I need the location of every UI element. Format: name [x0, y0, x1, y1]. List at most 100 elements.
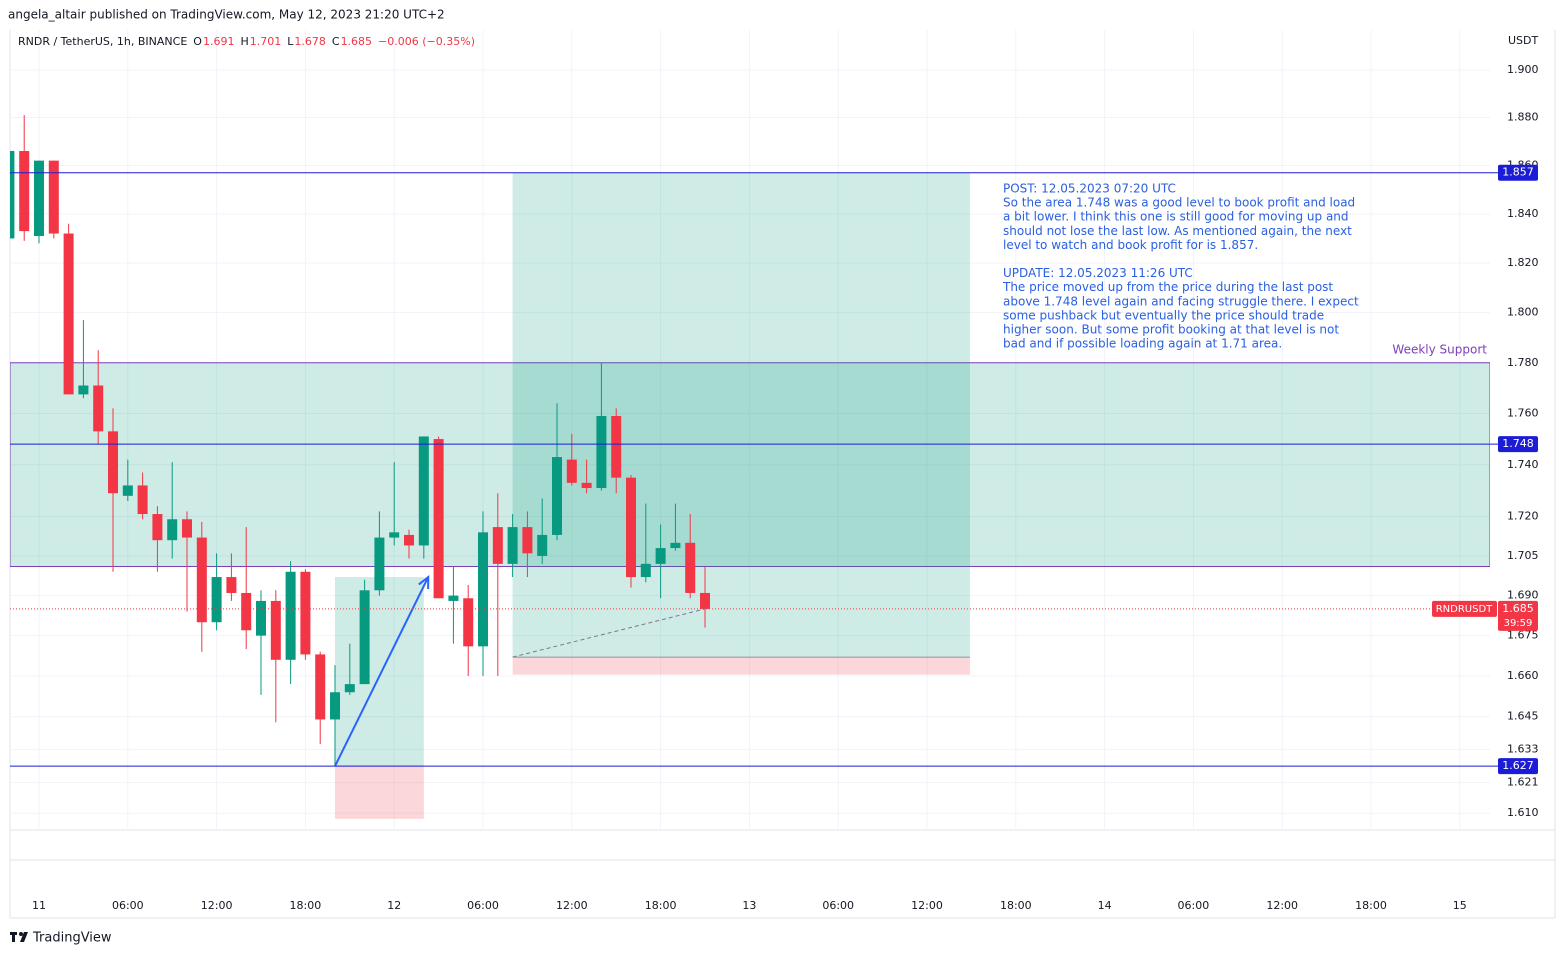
x-tick-label: 12:00 [201, 899, 233, 912]
x-tick-label: 18:00 [1000, 899, 1032, 912]
candle-body [522, 527, 533, 554]
note-line: POST: 12.05.2023 07:20 UTC [1003, 182, 1176, 196]
note-line: some pushback but eventually the price s… [1003, 308, 1324, 322]
x-tick-label: 18:00 [1355, 899, 1387, 912]
plot [10, 115, 1490, 819]
note-line: a bit lower. I think this one is still g… [1003, 210, 1349, 224]
candle-body [463, 598, 474, 647]
loss-zone [512, 657, 970, 675]
x-tick-label: 06:00 [1178, 899, 1210, 912]
legend-key: O [193, 35, 202, 48]
candle-body [78, 385, 89, 395]
candle-body [48, 160, 59, 234]
legend-value: 1.678 [294, 35, 326, 48]
candle-body [359, 590, 370, 685]
note-line: level to watch and book profit for is 1.… [1003, 238, 1258, 252]
candle-body [10, 151, 15, 239]
y-tick-label: 1.610 [1507, 806, 1539, 819]
price-box [1498, 600, 1538, 631]
candle-body [374, 537, 385, 591]
candle-body [670, 542, 681, 549]
profit-zone [512, 172, 970, 658]
candle-body [330, 692, 341, 720]
candle-body [167, 519, 178, 541]
candle-body [626, 477, 637, 578]
candle-body [34, 160, 45, 236]
brand-logo [10, 932, 28, 942]
y-tick-label: 1.780 [1507, 356, 1539, 369]
y-tick-label: 1.621 [1507, 776, 1539, 789]
zone-label: Weekly Support [1392, 342, 1487, 356]
price-label: 1.685 [1502, 602, 1534, 615]
candle-body [108, 431, 119, 494]
legend-value: 1.685 [341, 35, 373, 48]
x-tick-label: 12:00 [556, 899, 588, 912]
brand: TradingView [32, 931, 112, 946]
candle-body [344, 684, 355, 693]
candle-body [685, 542, 696, 593]
y-tick-label: 1.900 [1507, 63, 1539, 76]
y-tick-label: 1.645 [1507, 710, 1539, 723]
x-tick-label: 18:00 [290, 899, 322, 912]
candle-body [300, 571, 311, 655]
candle-body [256, 600, 267, 636]
y-tick-label: 1.840 [1507, 207, 1539, 220]
legend-value: 1.701 [250, 35, 282, 48]
x-tick-label: 06:00 [467, 899, 499, 912]
candle-body [137, 485, 148, 515]
y-tick-label: 1.800 [1507, 306, 1539, 319]
candle-body [196, 537, 207, 623]
y-tick-label: 1.660 [1507, 669, 1539, 682]
y-tick-label: 1.820 [1507, 256, 1539, 269]
candle-body [700, 592, 711, 609]
level-label-box [1498, 758, 1538, 775]
legend-key: C [332, 35, 340, 48]
candle-body [537, 534, 548, 556]
candle-body [211, 577, 222, 623]
x-tick-label: 12 [387, 899, 401, 912]
publisher: angela_altair published on TradingView.c… [8, 8, 445, 22]
level-label-box [1498, 436, 1538, 453]
x-tick-label: 14 [1098, 899, 1112, 912]
note-line: above 1.748 level again and facing strug… [1003, 294, 1359, 308]
x-tick-label: 12:00 [1266, 899, 1298, 912]
candle-body [492, 527, 503, 564]
candle-body [418, 436, 429, 546]
y-tick-label: 1.880 [1507, 110, 1539, 123]
y-tick-label: 1.705 [1507, 549, 1539, 562]
note-line: So the area 1.748 was a good level to bo… [1003, 196, 1355, 210]
candle-body [270, 600, 281, 660]
y-tick-label: 1.760 [1507, 406, 1539, 419]
legend-symbol: RNDR / TetherUS, 1h, BINANCE [18, 35, 187, 48]
support-zone [10, 362, 1490, 567]
candle-body [285, 571, 296, 660]
candle-body [655, 548, 666, 564]
candle-body [448, 595, 459, 601]
x-tick-label: 06:00 [822, 899, 854, 912]
x-tick-label: 12:00 [911, 899, 943, 912]
candle-body [241, 592, 252, 631]
x-tick-label: 13 [742, 899, 756, 912]
y-tick-label: 1.690 [1507, 589, 1539, 602]
candle-body [596, 416, 607, 489]
countdown: 39:59 [1504, 618, 1533, 629]
candle-body [552, 457, 563, 535]
candle-body [315, 654, 326, 720]
symbol-label: RNDRUSDT [1436, 604, 1493, 615]
note-line: higher soon. But some profit booking at … [1003, 323, 1339, 337]
y-tick-label: 1.740 [1507, 458, 1539, 471]
note-line: should not lose the last low. As mention… [1003, 224, 1352, 238]
level-label: 1.627 [1502, 759, 1534, 772]
candle-body [404, 534, 415, 546]
candle-body [63, 233, 74, 395]
legend-value: 1.691 [203, 35, 235, 48]
y-tick-label: 1.675 [1507, 629, 1539, 642]
candle-body [433, 439, 444, 599]
note-line: UPDATE: 12.05.2023 11:26 UTC [1003, 266, 1193, 280]
candle-body [581, 482, 592, 489]
legend-key: H [240, 35, 248, 48]
candle-body [478, 532, 489, 647]
note-line: The price moved up from the price during… [1002, 280, 1333, 294]
